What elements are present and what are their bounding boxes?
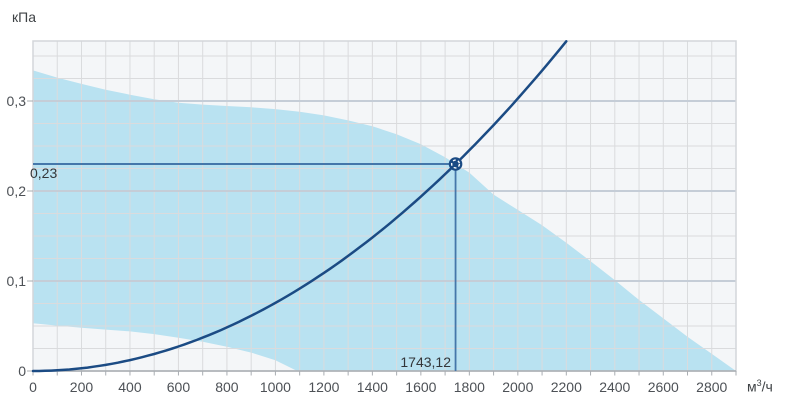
operating-point-marker[interactable]: [448, 157, 463, 171]
x-tick-label: 1800: [453, 379, 485, 395]
grid: [33, 41, 736, 371]
x-tick-label: 2800: [696, 379, 728, 395]
system-resistance-curve: [31, 40, 568, 373]
x-tick-label: 2000: [502, 379, 534, 395]
x-unit-superscript: 3: [756, 378, 762, 388]
operating-point-dot[interactable]: [448, 157, 463, 171]
y-tick-label: 0,1: [6, 273, 26, 289]
x-tick-label: 400: [118, 379, 142, 395]
x-axis-unit-label: м3/ч: [747, 378, 773, 395]
x-unit-rest: /ч: [761, 378, 773, 395]
operating-point-ring: [450, 159, 461, 169]
x-tick-label: 1400: [356, 379, 388, 395]
x-tick-label: 200: [69, 379, 94, 395]
operating-point-flow-label: 1743,12: [400, 354, 451, 370]
x-tick-label: 600: [166, 379, 191, 395]
x-tick-label: 2600: [647, 379, 679, 395]
x-tick-label: 1000: [259, 379, 291, 395]
x-tick-label: 0: [29, 379, 37, 395]
y-axis-unit-label: кПа: [12, 9, 36, 25]
axis-tick-marks: [27, 100, 737, 376]
x-tick-label: 2400: [599, 379, 631, 395]
x-tick-label: 2200: [550, 379, 582, 395]
x-tick-label: 800: [215, 379, 239, 395]
x-tick-label: 1600: [405, 379, 437, 395]
y-tick-label: 0: [18, 363, 26, 379]
x-unit-base: м: [747, 378, 757, 395]
y-tick-label: 0,3: [6, 93, 26, 109]
x-tick-label: 1200: [308, 379, 340, 395]
operating-point-pressure-label: 0,23: [30, 165, 58, 181]
y-tick-label: 0,2: [6, 183, 26, 199]
